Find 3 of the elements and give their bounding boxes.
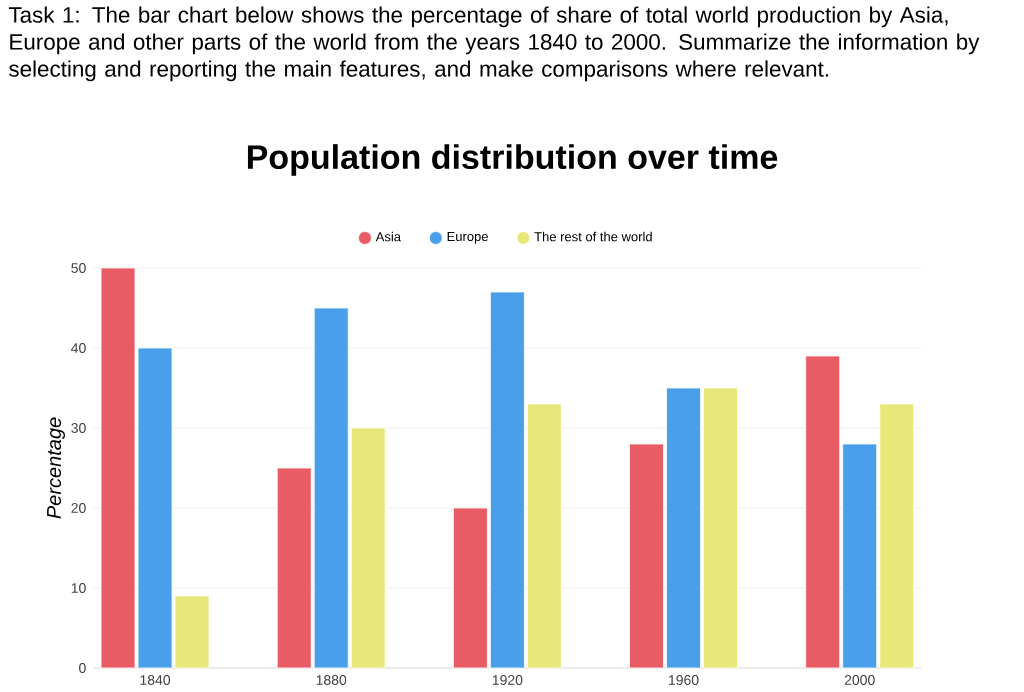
chart-title: Population distribution over time [247,144,778,177]
text: Task 1: The bar chart below shows the percentage of share of total world production by Asia, Europe and other parts of the world from the years 1840 to 2000. Summarize the information by selecting and reporting the main features, and make comparisons where relevant. [8,6,980,82]
y-axis-title: Percentage [47,417,65,519]
